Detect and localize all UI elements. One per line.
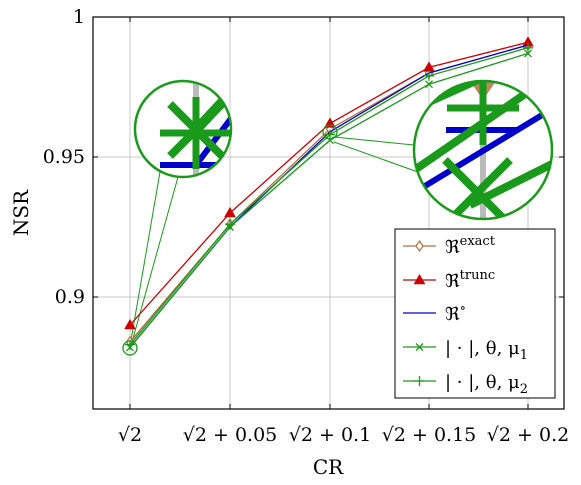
legend-marker-3 <box>415 343 424 351</box>
x-axis-title: CR <box>313 455 344 479</box>
legend-marker-0 <box>415 239 424 253</box>
x-tick-label: √2 + 0.1 <box>289 424 371 446</box>
legend: ℜexact ℜtrunc ℜ∘ | · |, θ, μ1 | · |, θ, μ2 <box>394 228 556 399</box>
zoom-target-right <box>322 124 338 140</box>
series-4 <box>125 42 533 350</box>
zoom-inset-left <box>133 79 233 179</box>
data-point-1-1 <box>224 206 236 218</box>
data-point-1-0 <box>124 318 136 330</box>
series-lines <box>124 36 534 352</box>
y-tick-label: 0.9 <box>55 286 85 308</box>
series-1 <box>124 36 534 330</box>
y-tick-label: 0.95 <box>43 146 85 168</box>
legend-label-2: ℜ∘ <box>445 301 466 325</box>
y-axis-ticks: 0.9 0.95 1 <box>43 6 564 308</box>
legend-marker-1 <box>413 273 426 285</box>
data-point-3-3 <box>425 80 433 89</box>
legend-label-4: | · |, θ, μ2 <box>445 372 528 397</box>
x-tick-label: √2 + 0.2 <box>487 424 569 446</box>
x-tick-label: √2 <box>118 424 142 446</box>
data-point-4-3 <box>424 70 434 81</box>
legend-label-1: ℜtrunc <box>445 268 495 292</box>
data-point-3-4 <box>524 49 532 58</box>
data-point-4-2 <box>325 129 335 140</box>
plot-area-frame <box>92 16 565 410</box>
legend-label-0: ℜexact <box>445 234 496 258</box>
legend-marker-4 <box>414 376 425 386</box>
zoom-target-left <box>122 340 138 356</box>
x-tick-label: √2 + 0.05 <box>183 424 278 446</box>
x-axis-ticks: √2 √2 + 0.05 √2 + 0.1 √2 + 0.15 √2 + 0.2 <box>118 17 569 446</box>
x-tick-label: √2 + 0.15 <box>382 424 477 446</box>
legend-label-3: | · |, θ, μ1 <box>445 338 528 363</box>
data-point-4-1 <box>225 219 235 230</box>
y-axis-title: NSR <box>9 189 33 236</box>
data-point-4-4 <box>523 42 533 53</box>
data-point-3-2 <box>326 136 334 145</box>
y-tick-label: 1 <box>73 6 85 28</box>
zoom-inset-right <box>412 79 554 221</box>
